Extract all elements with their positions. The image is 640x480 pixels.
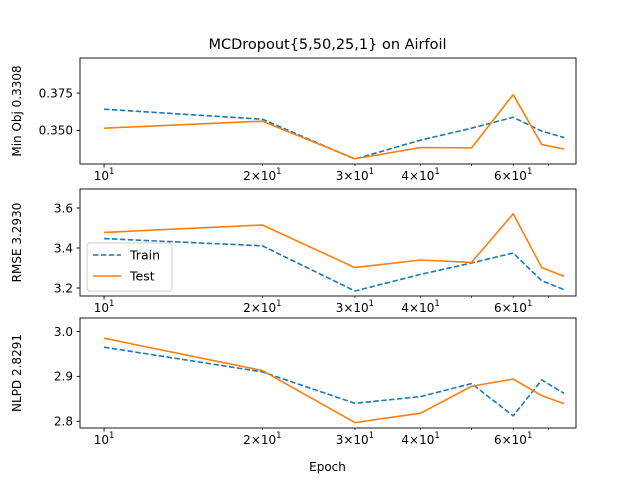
subplot-1: 0.350 0.375 101 2×101 3×101 4×101 6×101 Min Obj…	[10, 57, 577, 183]
x-tick-label: 3×101	[336, 299, 374, 315]
x-tick-label: 4×101	[401, 167, 439, 183]
series-train-line	[104, 237, 565, 292]
y-tick-label: 3.4	[54, 241, 73, 255]
subplot-3: 2.8 2.9 3.0 101 2×101 3×101 4×101 6×101 NLPD 2.8…	[10, 317, 577, 447]
series-test-line	[104, 213, 565, 278]
x-tick-label: 6×101	[494, 431, 532, 447]
y-tick-label: 0.375	[39, 86, 73, 100]
chart-title: MCDropout{5,50,25,1} on Airfoil	[208, 37, 446, 53]
series-train-line	[103, 346, 565, 417]
y-axis-label: RMSE 3.2930	[10, 203, 24, 283]
y-tick-label: 3.0	[54, 325, 73, 339]
x-tick-label: 2×101	[243, 431, 281, 447]
legend: Train Test	[86, 242, 173, 292]
legend-train-label: Train	[129, 248, 160, 263]
plot-frame	[79, 188, 577, 297]
x-tick-label: 4×101	[401, 431, 439, 447]
x-axis-label: Epoch	[309, 460, 346, 474]
y-axis-label: Min Obj 0.3308	[10, 65, 24, 156]
series-test-line	[104, 93, 565, 160]
x-tick-label: 2×101	[243, 167, 281, 183]
x-tick-label: 2×101	[243, 299, 281, 315]
legend-box	[86, 242, 173, 292]
x-tick-label: 3×101	[336, 167, 374, 183]
x-tick-label: 6×101	[494, 167, 532, 183]
series-test-line	[103, 337, 565, 424]
y-tick-label: 2.8	[54, 415, 73, 429]
x-tick-label: 4×101	[401, 299, 439, 315]
y-tick-label: 3.6	[54, 201, 73, 215]
y-tick-label: 3.2	[54, 281, 73, 295]
y-tick-label: 2.9	[54, 370, 73, 384]
y-tick-label: 0.350	[39, 124, 73, 138]
plot-frame	[79, 317, 577, 429]
y-axis-label: NLPD 2.8291	[10, 334, 24, 412]
legend-test-label: Test	[129, 269, 155, 284]
x-tick-label: 101	[94, 167, 115, 183]
x-tick-label: 101	[94, 431, 115, 447]
x-tick-label: 3×101	[336, 431, 374, 447]
subplots: 0.350 0.375 101 2×101 3×101 4×101 6×101 Min Obj…	[10, 57, 577, 447]
series-train-line	[104, 108, 565, 160]
subplot-2: 3.2 3.4 3.6 101 2×101 3×101 4×101 6×101 RMSE 3.2…	[10, 188, 577, 315]
plot-frame	[79, 57, 577, 165]
x-tick-label: 101	[94, 299, 115, 315]
x-tick-label: 6×101	[494, 299, 532, 315]
